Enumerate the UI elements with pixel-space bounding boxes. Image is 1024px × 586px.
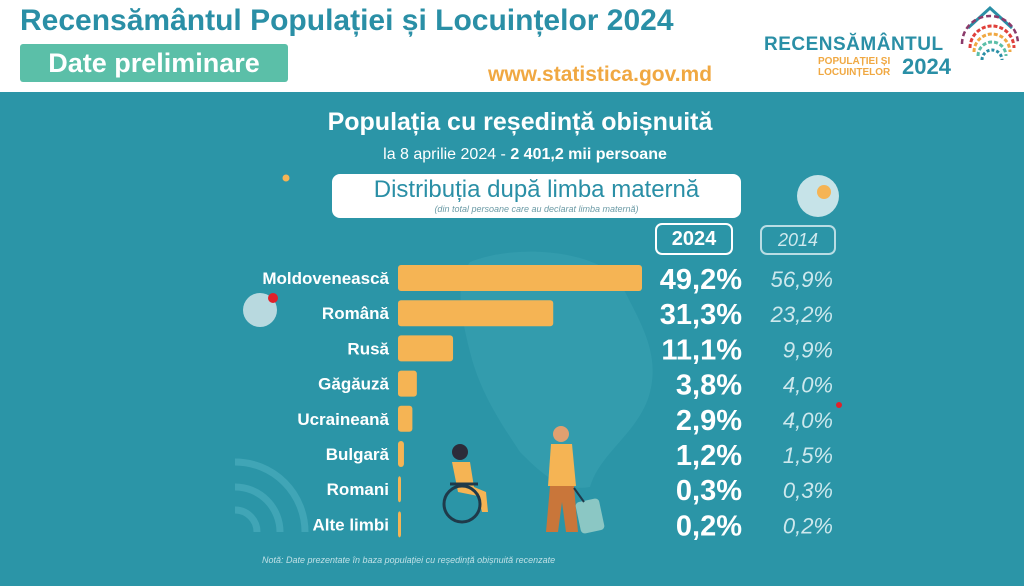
page-title: Recensământul Populației și Locuințelor … (20, 4, 674, 37)
year-header-2024: 2024 (655, 223, 733, 255)
value-label-2014: 0,2% (783, 513, 833, 538)
house-logo-icon (960, 5, 1020, 61)
value-label-2024: 31,3% (660, 299, 742, 331)
category-label: Găgăuză (318, 375, 389, 394)
value-label-2014: 9,9% (783, 337, 833, 362)
bar-2024 (398, 370, 417, 397)
language-bar-chart: Moldovenească 49,2% 56,9% Română 31,3% 23,2% R… (262, 264, 833, 542)
category-label: Ucraineană (297, 410, 389, 429)
bar-2024 (398, 405, 413, 432)
distribution-note: (din total persoane care au declarat lim… (434, 204, 639, 214)
category-label: Romani (327, 480, 389, 499)
header: Recensământul Populației și Locuințelor … (0, 0, 1024, 92)
value-label-2024: 1,2% (676, 440, 742, 472)
bar-2024 (398, 476, 401, 503)
value-label-2014: 23,2% (770, 302, 833, 327)
traveler-illustration (546, 426, 605, 534)
value-label-2014: 4,0% (783, 373, 833, 398)
value-label-2024: 11,1% (661, 334, 742, 366)
bar-2024 (398, 511, 401, 538)
value-label-2014: 1,5% (783, 443, 833, 468)
year-header-2014: 2014 (760, 225, 836, 255)
value-label-2024: 2,9% (676, 405, 742, 437)
value-label-2024: 0,2% (676, 510, 742, 542)
value-label-2014: 0,3% (783, 478, 833, 503)
logo-text-line1: RECENSĂMÂNTUL (764, 34, 944, 55)
value-label-2024: 0,3% (676, 475, 742, 507)
category-label: Alte limbi (312, 515, 389, 534)
footnote: Notă: Date prezentate în baza populației… (262, 555, 556, 565)
category-label: Moldovenească (262, 269, 389, 288)
value-label-2014: 4,0% (783, 408, 833, 433)
chart-panel: Populația cu reședință obișnuită la 8 ap… (0, 92, 1024, 586)
category-label: Română (322, 304, 390, 323)
logo-text-line3: LOCUINȚELOR (818, 67, 891, 78)
chart-subtitle: Populația cu reședință obișnuită (327, 108, 713, 136)
bar-2024 (398, 265, 642, 291)
wheelchair-person-illustration (442, 444, 488, 524)
distribution-title: Distribuția după limba maternă (373, 176, 700, 203)
census-logo: RECENSĂMÂNTUL POPULAȚIEI ȘI LOCUINȚELOR … (764, 4, 1020, 88)
website-link[interactable]: www.statistica.gov.md (488, 63, 713, 86)
value-label-2024: 49,2% (660, 264, 742, 296)
bar-2024 (398, 300, 554, 327)
population-total: 2 401,2 mii persoane (510, 146, 667, 163)
logo-text-line2: POPULAȚIEI ȘI (818, 56, 891, 67)
preliminary-badge: Date preliminare (20, 44, 288, 82)
value-label-2024: 3,8% (676, 370, 742, 402)
population-date-line: la 8 aprilie 2024 - 2 401,2 mii persoane (0, 146, 1024, 164)
bar-2024 (398, 335, 454, 362)
logo-year: 2024 (902, 54, 951, 79)
category-label: Rusă (347, 339, 389, 358)
distribution-title-box: Distribuția după limba maternă (din tota… (332, 174, 741, 218)
date-prefix: la 8 aprilie 2024 - (383, 146, 511, 163)
bar-2024 (398, 441, 404, 467)
category-label: Bulgară (326, 445, 390, 464)
value-label-2014: 56,9% (771, 267, 833, 292)
